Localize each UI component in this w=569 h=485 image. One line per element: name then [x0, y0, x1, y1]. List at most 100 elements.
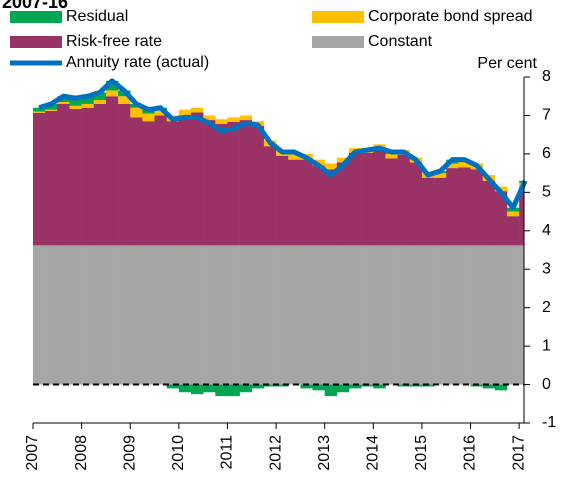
bar: [33, 112, 46, 246]
bar: [178, 109, 192, 116]
bar: [142, 245, 155, 385]
bar: [494, 245, 508, 385]
bar: [385, 245, 398, 385]
bar: [203, 245, 216, 385]
bar: [434, 177, 447, 246]
bar: [470, 169, 483, 246]
bar: [166, 121, 180, 246]
bar: [300, 159, 313, 246]
bar: [506, 211, 520, 217]
legend-label: Residual: [66, 8, 128, 25]
y-tick-label: 1: [542, 337, 551, 354]
bar: [215, 119, 228, 124]
bar: [81, 107, 95, 246]
bar: [336, 157, 350, 163]
bar: [33, 111, 46, 113]
bar: [324, 384, 338, 397]
bar: [409, 245, 423, 385]
y-tick-label: -1: [542, 414, 556, 431]
bar: [203, 384, 216, 393]
bar: [458, 167, 471, 246]
bar: [105, 245, 119, 385]
bar: [348, 245, 362, 385]
bar: [154, 109, 167, 116]
y-tick-label: 4: [542, 222, 551, 239]
bar: [312, 165, 325, 246]
bar: [434, 245, 447, 385]
x-tick-label: 2008: [73, 435, 90, 471]
bar: [348, 384, 362, 389]
legend-swatch: [312, 11, 364, 23]
bar: [470, 245, 483, 385]
bar: [203, 115, 216, 121]
bar: [105, 80, 119, 91]
bar: [178, 245, 192, 385]
bar: [105, 96, 119, 246]
bar: [45, 109, 58, 111]
bar: [446, 245, 459, 385]
bar: [118, 96, 131, 104]
y-tick-label: 5: [542, 184, 551, 201]
x-tick-label: 2011: [219, 435, 236, 470]
bar: [288, 153, 301, 160]
bar: [506, 216, 520, 246]
bar: [142, 113, 155, 122]
bar: [227, 117, 240, 122]
bar: [81, 245, 95, 385]
bar: [251, 245, 265, 385]
x-tick-label: 2013: [316, 435, 333, 471]
bar: [519, 180, 525, 183]
bar: [239, 115, 253, 121]
bar: [300, 245, 313, 385]
bar: [130, 107, 143, 118]
bar: [57, 96, 70, 102]
bar: [434, 173, 447, 178]
bar: [130, 117, 143, 246]
bar: [190, 245, 204, 385]
bar: [482, 245, 496, 385]
y-axis-label: Per cent: [477, 55, 537, 72]
bar: [348, 152, 362, 246]
bar: [93, 92, 107, 101]
chart-title: 2007-16: [2, 0, 68, 12]
bar: [33, 245, 46, 385]
bar: [324, 245, 338, 385]
bar: [215, 123, 228, 246]
bar: [45, 245, 58, 385]
x-tick-label: 2009: [121, 435, 138, 471]
bar: [69, 245, 82, 385]
bar: [118, 245, 131, 385]
x-tick-label: 2016: [462, 435, 479, 471]
bar: [251, 125, 265, 246]
bar: [81, 96, 95, 104]
x-tick-label: 2010: [170, 435, 187, 471]
bar: [93, 245, 107, 385]
bar: [373, 245, 386, 385]
bar: [154, 245, 167, 385]
legend-swatch: [10, 11, 62, 23]
bar: [69, 108, 82, 246]
bar: [373, 148, 386, 246]
bar: [69, 98, 82, 106]
bar: [300, 384, 313, 389]
bar: [519, 187, 525, 246]
bar: [312, 159, 325, 166]
bar: [105, 90, 119, 97]
bar: [239, 120, 253, 246]
bar: [45, 103, 58, 110]
bar: [166, 384, 180, 389]
legend-label: Risk-free rate: [66, 33, 162, 50]
x-tick-label: 2007: [24, 435, 41, 471]
bar: [373, 384, 386, 389]
bar: [69, 105, 82, 109]
bar: [506, 245, 520, 385]
bar: [312, 384, 325, 391]
bar: [57, 245, 70, 385]
legend-label: Constant: [368, 33, 433, 50]
bar: [203, 120, 216, 246]
legend-swatch: [312, 36, 364, 48]
bar: [239, 384, 253, 393]
bar: [482, 384, 496, 389]
x-tick-label: 2015: [413, 435, 430, 471]
bar: [494, 191, 508, 246]
